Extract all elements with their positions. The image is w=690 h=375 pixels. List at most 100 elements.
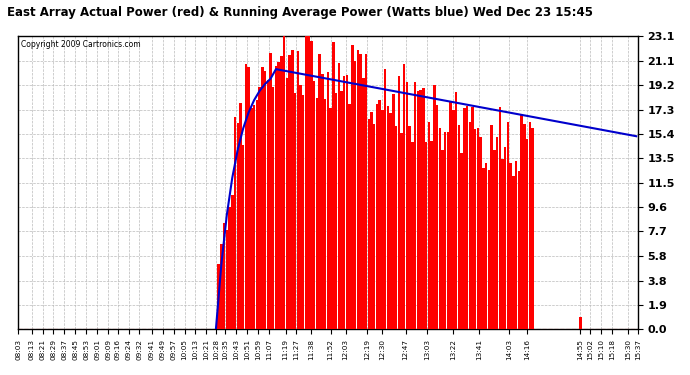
Bar: [373, 124, 375, 329]
Bar: [520, 114, 523, 329]
Bar: [491, 125, 493, 329]
Bar: [258, 87, 261, 329]
Bar: [226, 230, 228, 329]
Bar: [239, 103, 241, 329]
Bar: [253, 105, 255, 329]
Bar: [326, 72, 329, 329]
Bar: [299, 86, 302, 329]
Bar: [359, 54, 362, 329]
Bar: [231, 195, 233, 329]
Bar: [376, 104, 378, 329]
Bar: [266, 80, 269, 329]
Bar: [357, 50, 359, 329]
Bar: [283, 36, 286, 329]
Bar: [354, 61, 356, 329]
Bar: [523, 124, 526, 329]
Bar: [457, 125, 460, 329]
Bar: [245, 64, 247, 329]
Bar: [305, 36, 307, 329]
Bar: [474, 129, 477, 329]
Bar: [417, 91, 419, 329]
Text: East Array Actual Power (red) & Running Average Power (Watts blue) Wed Dec 23 15: East Array Actual Power (red) & Running …: [7, 6, 593, 19]
Bar: [488, 170, 490, 329]
Bar: [509, 163, 512, 329]
Bar: [340, 91, 343, 329]
Bar: [411, 142, 414, 329]
Bar: [234, 117, 236, 329]
Bar: [389, 113, 392, 329]
Bar: [439, 128, 441, 329]
Bar: [384, 69, 386, 329]
Bar: [579, 316, 582, 329]
Text: Copyright 2009 Cartronics.com: Copyright 2009 Cartronics.com: [21, 40, 141, 49]
Bar: [302, 94, 304, 329]
Bar: [378, 100, 381, 329]
Bar: [485, 163, 487, 329]
Bar: [455, 92, 457, 329]
Bar: [248, 68, 250, 329]
Bar: [529, 122, 531, 329]
Bar: [446, 132, 449, 329]
Bar: [264, 71, 266, 329]
Bar: [444, 132, 446, 329]
Bar: [496, 136, 498, 329]
Bar: [277, 62, 280, 329]
Bar: [368, 119, 370, 329]
Bar: [329, 108, 332, 329]
Bar: [286, 78, 288, 329]
Bar: [362, 78, 364, 329]
Bar: [506, 122, 509, 329]
Bar: [482, 168, 484, 329]
Bar: [371, 112, 373, 329]
Bar: [449, 102, 452, 329]
Bar: [335, 93, 337, 329]
Bar: [313, 81, 315, 329]
Bar: [294, 93, 296, 329]
Bar: [332, 42, 335, 329]
Bar: [348, 104, 351, 329]
Bar: [242, 146, 244, 329]
Bar: [477, 128, 479, 329]
Bar: [526, 139, 529, 329]
Bar: [441, 150, 444, 329]
Bar: [321, 74, 324, 329]
Bar: [351, 45, 353, 329]
Bar: [408, 126, 411, 329]
Bar: [386, 106, 389, 329]
Bar: [316, 98, 318, 329]
Bar: [324, 99, 326, 329]
Bar: [269, 53, 272, 329]
Bar: [480, 136, 482, 329]
Bar: [512, 176, 515, 329]
Bar: [515, 160, 518, 329]
Bar: [403, 64, 406, 329]
Bar: [261, 67, 264, 329]
Bar: [420, 90, 422, 329]
Bar: [337, 63, 340, 329]
Bar: [504, 147, 506, 329]
Bar: [460, 153, 463, 329]
Bar: [499, 107, 501, 329]
Bar: [469, 122, 471, 329]
Bar: [255, 100, 258, 329]
Bar: [318, 54, 321, 329]
Bar: [291, 50, 293, 329]
Bar: [310, 41, 313, 329]
Bar: [502, 159, 504, 329]
Bar: [228, 207, 230, 329]
Bar: [272, 87, 275, 329]
Bar: [414, 82, 416, 329]
Bar: [395, 126, 397, 329]
Bar: [433, 86, 435, 329]
Bar: [250, 108, 253, 329]
Bar: [392, 94, 395, 329]
Bar: [237, 123, 239, 329]
Bar: [223, 223, 226, 329]
Bar: [308, 36, 310, 329]
Bar: [428, 122, 430, 329]
Bar: [431, 141, 433, 329]
Bar: [280, 56, 283, 329]
Bar: [220, 244, 223, 329]
Bar: [217, 264, 220, 329]
Bar: [518, 171, 520, 329]
